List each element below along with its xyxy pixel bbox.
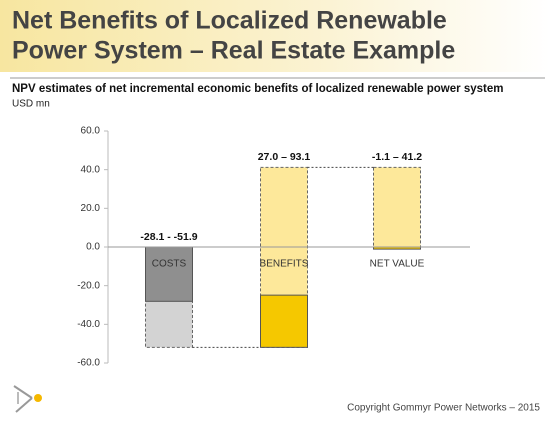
range-label: 27.0 – 93.1	[258, 151, 311, 163]
low-bar	[145, 246, 193, 302]
subtitle: NPV estimates of net incremental economi…	[12, 83, 503, 95]
y-tick-label: 0.0	[86, 242, 100, 253]
category-label: BENEFITS	[260, 259, 309, 270]
copyright: Copyright Gommyr Power Networks – 2015	[347, 403, 540, 414]
low-bar	[260, 294, 308, 348]
range-label: -28.1 - -51.9	[140, 231, 197, 243]
y-tick-label: 40.0	[81, 164, 101, 175]
range-label: -1.1 – 41.2	[372, 151, 422, 163]
y-tick-label: 20.0	[81, 203, 101, 214]
logo	[13, 385, 42, 413]
title: Net Benefits of Localized Renewable	[12, 7, 447, 35]
category-label: COSTS	[152, 259, 187, 270]
y-tick-label: -20.0	[77, 280, 100, 291]
y-tick-label: 60.0	[81, 126, 101, 137]
y-tick-label: -60.0	[77, 358, 100, 369]
y-tick-label: -40.0	[77, 319, 100, 330]
category-label: NET VALUE	[370, 259, 425, 270]
range-bar	[373, 166, 421, 248]
header-band	[0, 0, 550, 72]
plot: 60.0 40.0 20.0 0.0 -20.0 -40.0 -60.0 -28.1 - -5…	[77, 126, 470, 369]
unit-label: USD mn	[12, 99, 50, 110]
title: Power System – Real Estate Example	[12, 37, 455, 65]
